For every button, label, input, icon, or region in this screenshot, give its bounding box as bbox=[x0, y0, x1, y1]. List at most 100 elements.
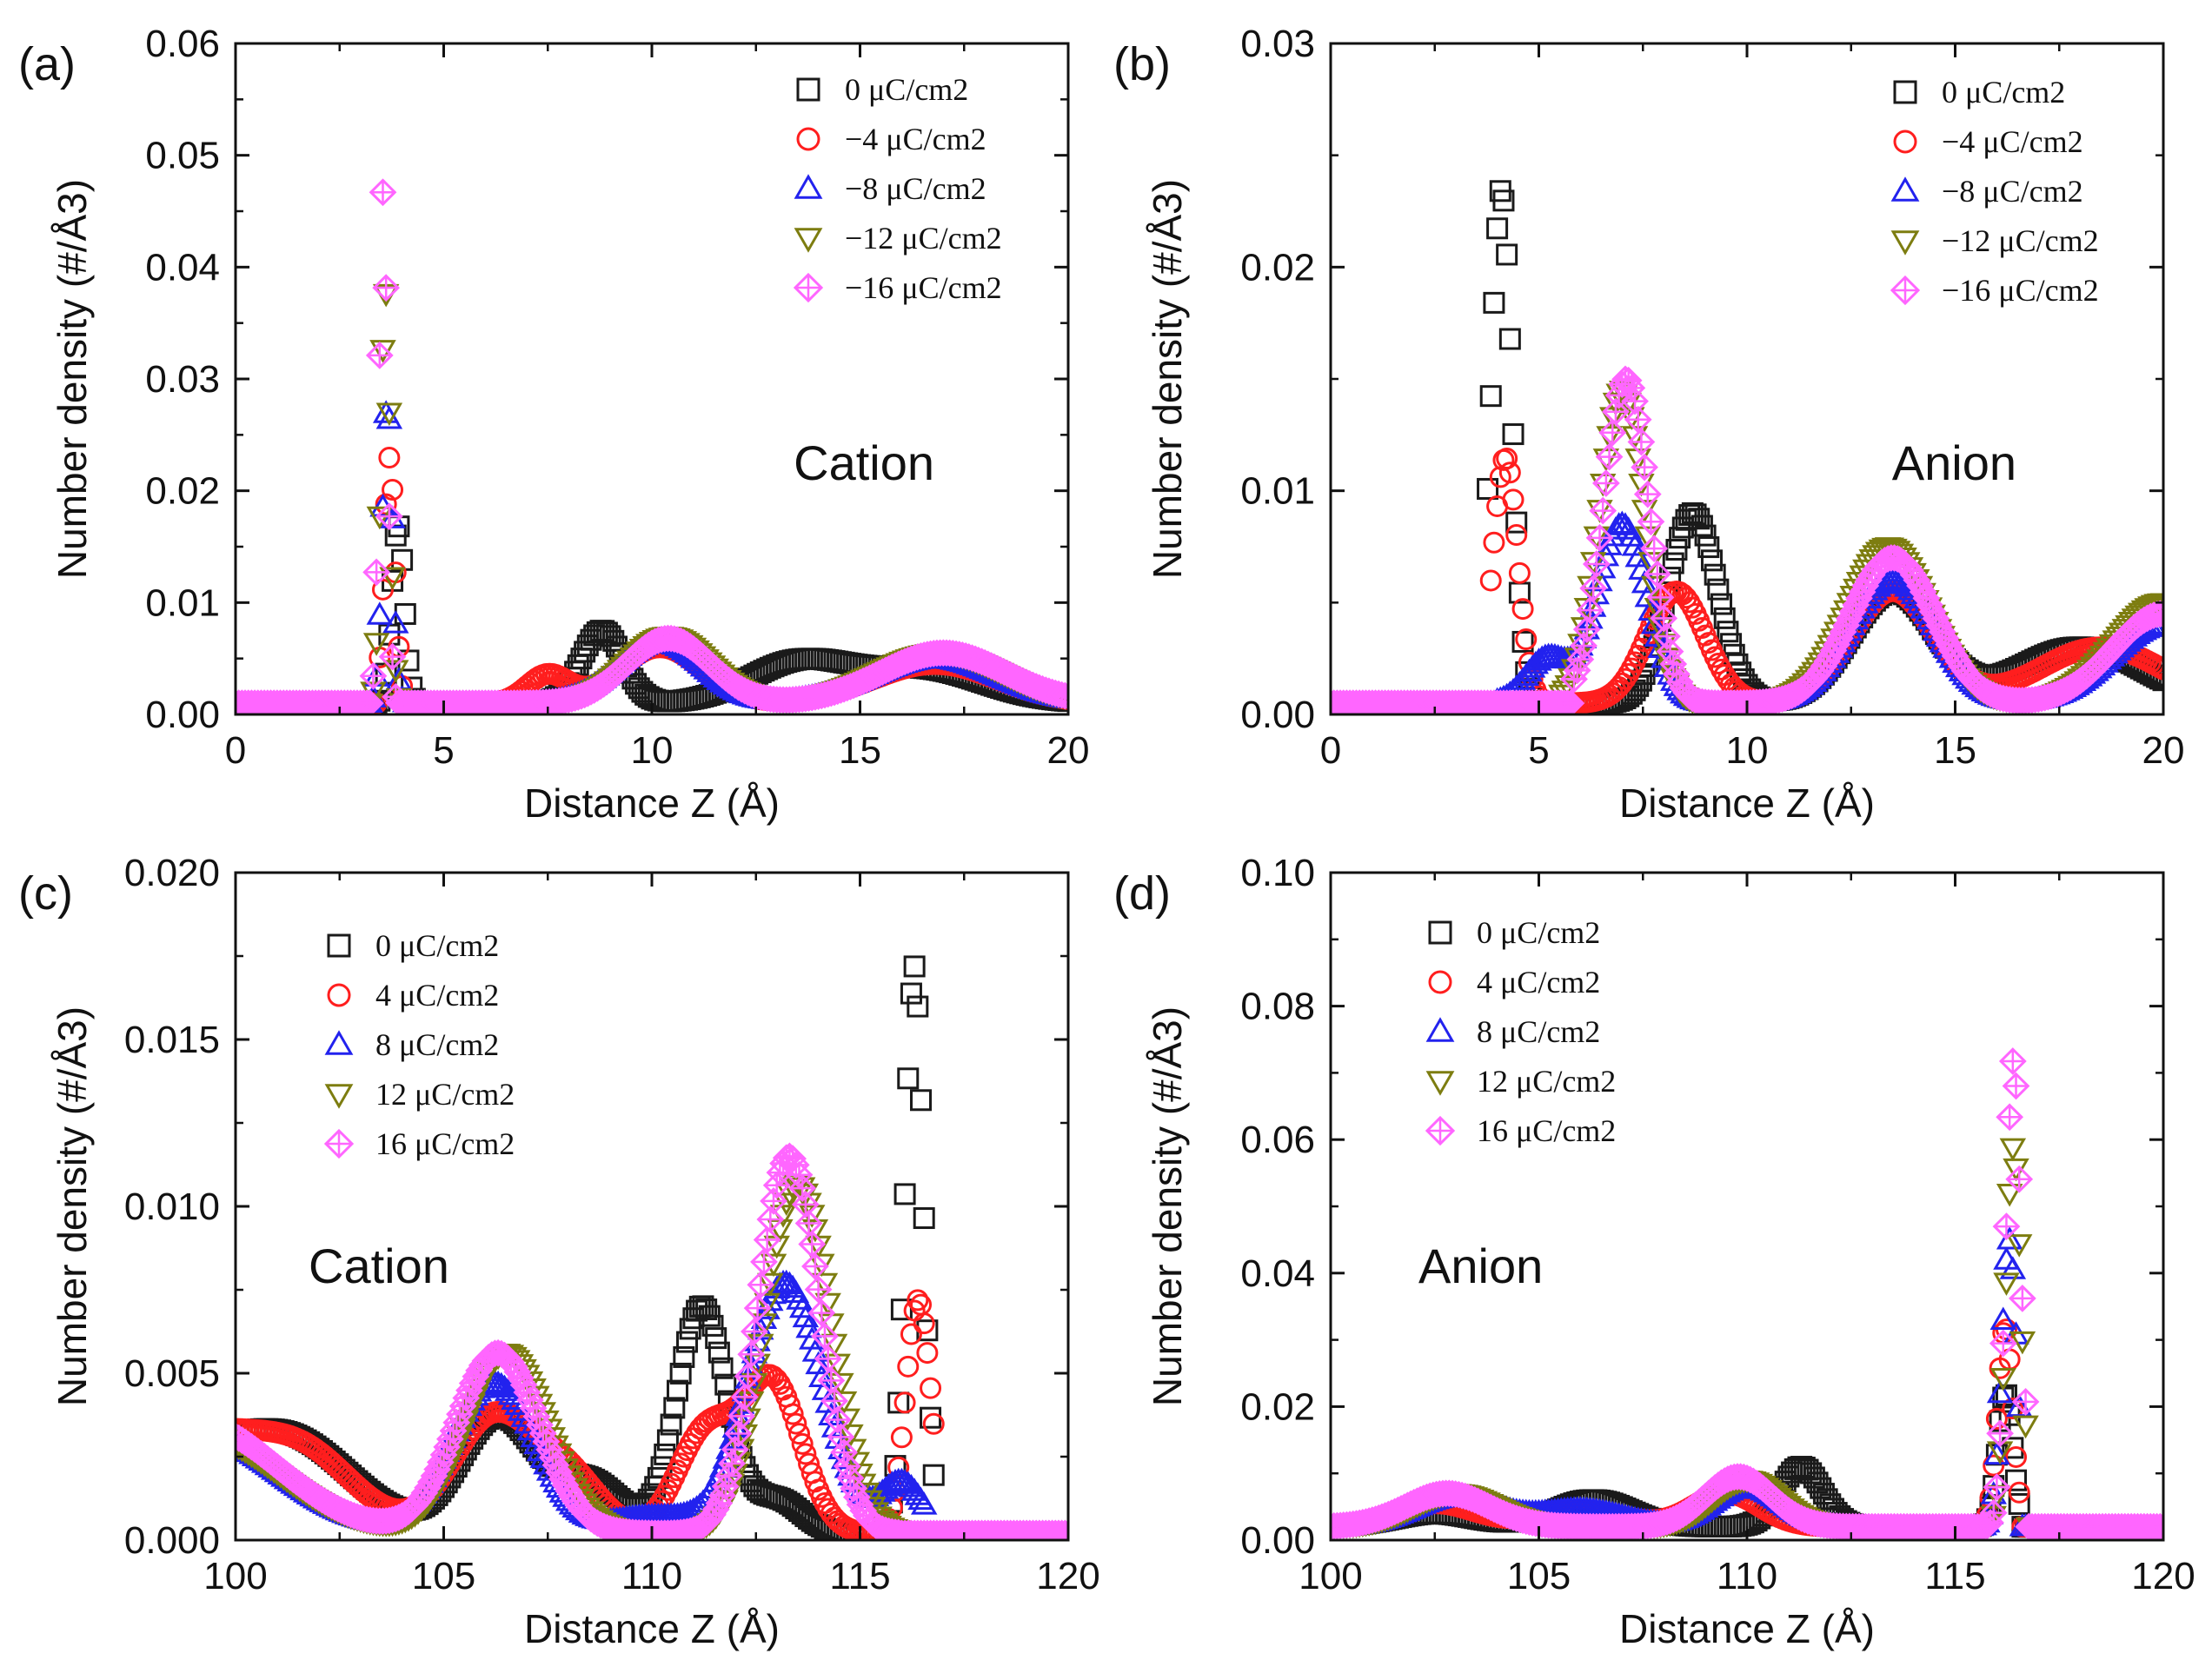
data-point bbox=[787, 1423, 810, 1445]
data-point bbox=[747, 1271, 775, 1299]
data-point bbox=[355, 689, 384, 714]
x-tick-label: 5 bbox=[433, 729, 454, 772]
data-point bbox=[1579, 574, 1608, 602]
data-point bbox=[1640, 535, 1669, 563]
legend-label: −4 μC/cm2 bbox=[1942, 124, 2083, 159]
legend-marker bbox=[1893, 130, 1917, 154]
data-point bbox=[1662, 552, 1684, 574]
legend-marker bbox=[794, 228, 823, 253]
y-tick-label: 0.02 bbox=[1240, 246, 1315, 289]
series-0 bbox=[1331, 180, 2163, 714]
panel-annotation: Cation bbox=[309, 1239, 449, 1293]
data-point bbox=[827, 1372, 854, 1397]
data-point bbox=[1479, 385, 1502, 408]
series-16 bbox=[236, 178, 1068, 714]
panel-annotation: Anion bbox=[1892, 435, 2016, 490]
data-point bbox=[1595, 442, 1624, 471]
panel-label: (a) bbox=[18, 38, 76, 90]
data-point bbox=[676, 1331, 699, 1353]
data-point bbox=[1585, 524, 1614, 552]
legend-marker bbox=[1890, 275, 1921, 306]
legend-label: 0 μC/cm2 bbox=[375, 928, 499, 963]
data-point bbox=[897, 1355, 920, 1378]
data-point bbox=[727, 1402, 756, 1431]
data-point bbox=[1688, 508, 1710, 530]
data-point bbox=[754, 1292, 781, 1317]
data-point bbox=[1483, 291, 1505, 314]
data-point bbox=[1498, 462, 1521, 484]
data-point bbox=[837, 1424, 864, 1448]
data-point bbox=[1617, 374, 1646, 402]
data-point bbox=[1598, 418, 1627, 447]
data-series-group bbox=[236, 955, 1068, 1540]
data-point bbox=[1492, 189, 1515, 212]
y-tick-label: 0.00 bbox=[145, 694, 220, 736]
data-point bbox=[369, 178, 397, 207]
data-point bbox=[2005, 1469, 2028, 1491]
data-point bbox=[2149, 667, 2163, 690]
data-point bbox=[830, 1438, 858, 1466]
data-point bbox=[1566, 645, 1595, 674]
data-point bbox=[1697, 536, 1720, 559]
data-point bbox=[840, 1438, 867, 1463]
data-point bbox=[907, 1289, 929, 1312]
data-point bbox=[1511, 598, 1534, 621]
legend-label: −8 μC/cm2 bbox=[845, 171, 986, 206]
data-point bbox=[2146, 666, 2163, 688]
data-point bbox=[2002, 1437, 2024, 1459]
data-point bbox=[1496, 448, 1518, 470]
data-point bbox=[2152, 658, 2163, 681]
data-point bbox=[2008, 1481, 2030, 1504]
data-point bbox=[730, 1383, 759, 1411]
y-axis-label: Number density (#/Å3) bbox=[50, 179, 95, 579]
data-point bbox=[714, 1373, 737, 1396]
x-tick-label: 10 bbox=[631, 729, 674, 772]
data-point bbox=[375, 406, 403, 429]
data-point bbox=[1614, 667, 1637, 690]
data-point bbox=[362, 558, 390, 587]
data-point bbox=[1502, 488, 1524, 511]
x-tick-label: 0 bbox=[225, 729, 246, 772]
data-point bbox=[910, 1491, 938, 1515]
data-series-group bbox=[1331, 1047, 2163, 1540]
data-point bbox=[910, 1089, 933, 1112]
data-point bbox=[1618, 523, 1645, 547]
data-point bbox=[484, 1370, 512, 1394]
y-axis-label: Number density (#/Å3) bbox=[50, 1006, 95, 1406]
legend-label: 12 μC/cm2 bbox=[375, 1077, 515, 1112]
x-tick-label: 120 bbox=[1036, 1555, 1099, 1597]
x-tick-label: 15 bbox=[839, 729, 881, 772]
y-tick-label: 0.03 bbox=[145, 358, 220, 401]
legend-marker bbox=[796, 127, 820, 151]
data-point bbox=[666, 1379, 688, 1402]
x-tick-label: 110 bbox=[621, 1555, 682, 1597]
data-point bbox=[382, 610, 409, 634]
data-point bbox=[893, 1391, 916, 1414]
legend-marker bbox=[324, 1084, 354, 1109]
data-point bbox=[1592, 469, 1620, 497]
data-point bbox=[382, 660, 409, 683]
data-point bbox=[1643, 560, 1671, 588]
data-point bbox=[1631, 453, 1658, 482]
data-point bbox=[792, 1304, 820, 1328]
data-point bbox=[922, 1464, 945, 1486]
y-axis-label: Number density (#/Å3) bbox=[1145, 179, 1190, 579]
data-point bbox=[359, 661, 388, 690]
data-point bbox=[669, 1362, 692, 1385]
data-point bbox=[2002, 1397, 2024, 1419]
legend-marker bbox=[796, 77, 820, 102]
data-point bbox=[1627, 428, 1656, 456]
plot-frame bbox=[234, 871, 1070, 1542]
legend-marker bbox=[327, 983, 351, 1007]
legend-label: −8 μC/cm2 bbox=[1942, 174, 2083, 209]
legend-label: −16 μC/cm2 bbox=[845, 270, 1002, 305]
data-point bbox=[801, 1252, 829, 1280]
data-point bbox=[773, 1269, 800, 1293]
x-tick-label: 20 bbox=[2142, 729, 2185, 772]
legend-marker bbox=[1893, 80, 1917, 104]
data-point bbox=[830, 1391, 858, 1415]
data-point bbox=[1717, 621, 1739, 643]
x-tick-label: 0 bbox=[1320, 729, 1341, 772]
data-point bbox=[807, 1298, 836, 1327]
